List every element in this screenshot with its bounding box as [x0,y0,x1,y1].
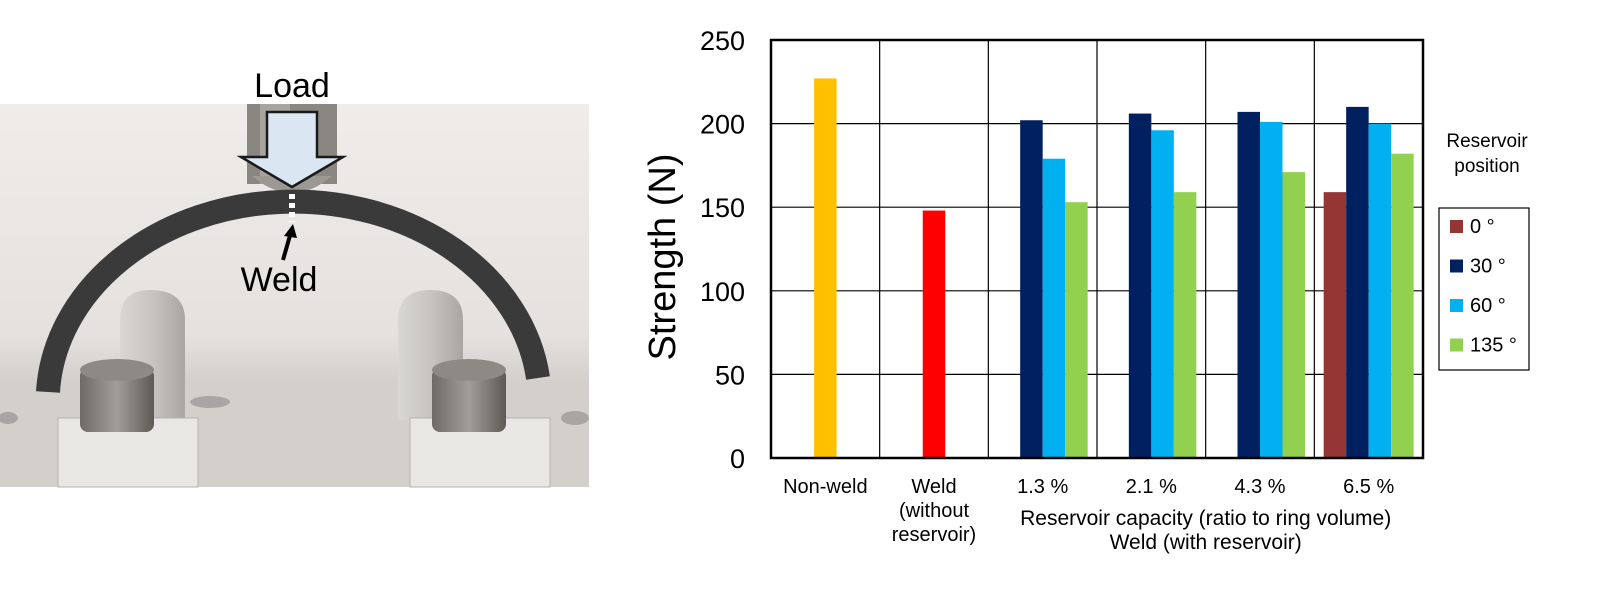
legend-swatch [1450,259,1463,273]
strength-chart: 0 50 100 150 200 250 Non-weld Weld (without rese… [600,0,1600,603]
bar-series-3-cat-2 [1065,202,1088,458]
x-axis-label-line: Reservoir capacity (ratio to ring volume… [1020,507,1391,530]
x-tick-label: 1.3 % [1017,476,1068,498]
y-tick-label: 0 [730,444,745,474]
legend-swatch [1450,299,1463,312]
bar-series-2-cat-2 [1042,158,1066,458]
y-tick-labels: 0 50 100 150 200 250 [700,26,745,474]
bar-series-2-cat-5 [1368,123,1392,458]
right-bolt-icon [432,368,506,432]
load-label: Load [254,67,330,105]
legend-label: 135 ° [1470,335,1517,357]
photo-illustration: Load Weld [0,67,589,488]
y-axis-label: Strength (N) [642,154,684,361]
bar-series-1-cat-5 [1346,106,1369,458]
x-tick-label: Non-weld [783,476,867,498]
bar-series-3-cat-3 [1173,192,1197,459]
right-support [398,290,551,488]
y-tick-label: 100 [700,277,745,307]
y-tick-label: 50 [715,360,745,390]
bar-series-3-cat-4 [1282,172,1305,458]
chart-canvas: 0 50 100 150 200 250 Non-weld Weld (without rese… [642,26,1530,554]
bar-series-1-cat-3 [1128,113,1152,459]
plot-frame [769,38,1425,460]
weld-label: Weld [241,261,318,299]
test-setup-photo: Load Weld [0,0,600,603]
y-tick-label: 250 [700,26,745,56]
legend-title: Reservoir [1446,131,1528,152]
legend-label: 30 ° [1470,256,1506,278]
x-tick-labels: Non-weld Weld (without reservoir) 1.3 % 2.1 %… [783,476,1394,546]
bar-series-0-cat-5 [1323,192,1347,459]
bar-series-2-cat-4 [1260,121,1283,458]
y-tick-label: 200 [700,110,745,140]
bar-series-2-cat-3 [1151,130,1174,458]
x-tick-label: 6.5 % [1343,476,1394,498]
y-tick-label: 150 [700,193,745,223]
bar-series-1-cat-4 [1237,111,1260,459]
load-arrow-icon [236,110,348,189]
bar-non-weld [814,78,837,459]
legend-swatch [1450,338,1463,352]
x-tick-label: 2.1 % [1126,476,1177,498]
bar-series-3-cat-5 [1391,153,1414,459]
legend-swatch [1450,220,1463,233]
x-axis-label-line: Weld (with reservoir) [1110,531,1302,554]
x-tick-label: 4.3 % [1234,476,1285,498]
legend: Reservoir position 0 ° 30 ° 60 ° 135 ° [1438,131,1530,371]
ring-specimen [36,189,550,393]
bar-series-1-cat-2 [1020,120,1043,459]
left-bolt-icon [80,368,154,432]
bar-weld-without-reservoir- [922,210,946,458]
x-axis-label: Reservoir capacity (ratio to ring volume… [1020,507,1391,554]
bars [814,78,1414,459]
legend-label: 0 ° [1470,216,1495,238]
x-tick-label: Weld (without reservoir) [892,476,976,546]
left-support [57,290,199,488]
legend-title: position [1454,156,1520,177]
legend-label: 60 ° [1470,295,1506,317]
